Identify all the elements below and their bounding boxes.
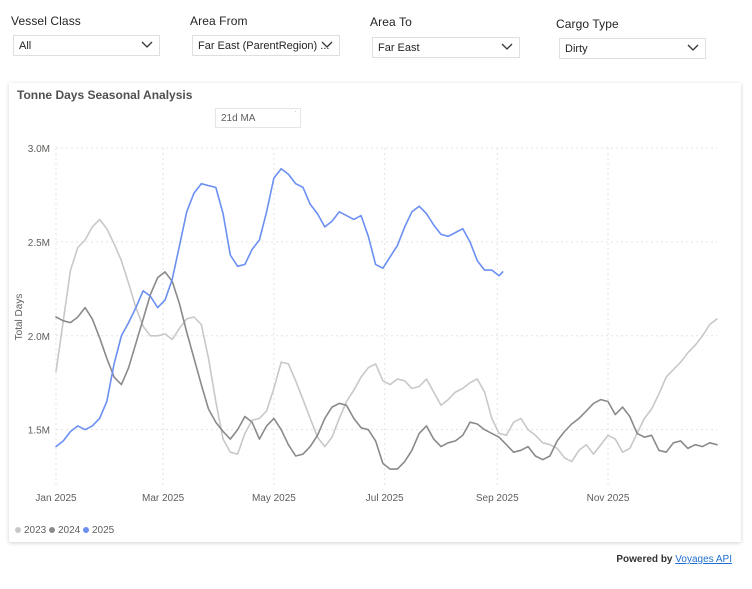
x-tick-label: Mar 2025 — [142, 493, 185, 504]
area-to-filter: Area To — [370, 15, 412, 29]
series-line-2025 — [55, 167, 504, 448]
filter-label: Vessel Class — [11, 14, 81, 28]
y-tick-label: 2.0M — [28, 332, 50, 343]
series-line-2024 — [55, 271, 718, 470]
vessel-class-dropdown[interactable]: All — [13, 35, 160, 56]
legend-marker-2024 — [49, 527, 55, 533]
cargo-type-dropdown[interactable]: Dirty — [559, 38, 706, 59]
y-tick-label: 1.5M — [28, 426, 50, 437]
x-tick-label: Nov 2025 — [587, 493, 630, 504]
legend-label-2024: 2024 — [58, 525, 81, 536]
area-from-filter: Area From — [190, 14, 248, 28]
legend-label-2023: 2023 — [24, 525, 47, 536]
legend-marker-2023 — [15, 527, 21, 533]
chevron-down-icon — [321, 41, 333, 48]
dropdown-value: Dirty — [565, 43, 588, 55]
dropdown-value: Far East — [378, 42, 420, 54]
x-tick-label: May 2025 — [252, 493, 296, 504]
cargo-type-filter: Cargo Type — [556, 17, 619, 31]
line-chart: 1.5M 2.0M 2.5M 3.0M Jan 2025 Mar 2025 May 2025… — [14, 144, 718, 536]
area-from-dropdown[interactable]: Far East (ParentRegion) ... — [192, 35, 340, 56]
legend-label-2025: 2025 — [92, 525, 115, 536]
chevron-down-icon — [141, 41, 153, 48]
dropdown-value: All — [19, 40, 32, 52]
chevron-down-icon — [687, 44, 699, 51]
y-tick-label: 2.5M — [28, 238, 50, 249]
y-tick-label: 3.0M — [28, 144, 50, 155]
chart-card: Tonne Days Seasonal Analysis 21d MA ˙ 1.… — [9, 83, 741, 542]
moving-average-select[interactable]: 21d MA ˙ — [215, 108, 301, 128]
x-tick-label: Jul 2025 — [366, 493, 404, 504]
x-tick-label: Jan 2025 — [35, 493, 77, 504]
x-tick-label: Sep 2025 — [476, 493, 519, 504]
voyages-api-link[interactable]: Voyages API — [675, 554, 732, 565]
filter-label: Area From — [190, 14, 248, 28]
chart-title: Tonne Days Seasonal Analysis — [17, 88, 193, 102]
area-to-dropdown[interactable]: Far East — [372, 37, 520, 58]
ma-select-value: 21d MA — [221, 113, 256, 124]
dropdown-value: Far East (ParentRegion) ... — [198, 40, 330, 52]
chevron-down-icon — [501, 43, 513, 50]
y-axis-label: Total Days — [14, 294, 25, 341]
legend-marker-2025 — [83, 527, 89, 533]
caret-icon: ˙ — [294, 110, 297, 119]
filter-label: Area To — [370, 15, 412, 29]
footer-prefix: Powered by — [616, 554, 673, 565]
footer: Powered by Voyages API — [616, 554, 732, 565]
series-line-2023 — [55, 218, 718, 463]
filter-label: Cargo Type — [556, 17, 619, 31]
vessel-class-filter: Vessel Class — [11, 14, 81, 28]
